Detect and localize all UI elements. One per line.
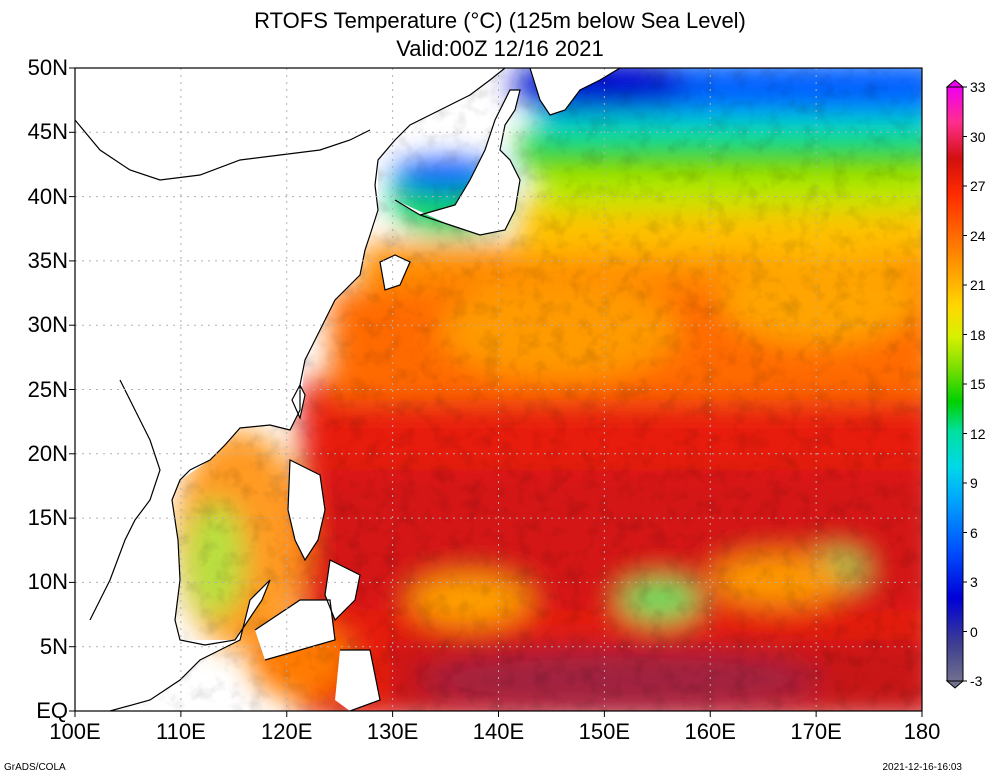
colorbar-label: 27 — [970, 178, 986, 194]
land-mask — [75, 68, 620, 711]
colorbar-label: 12 — [970, 425, 986, 442]
grid-lines — [75, 68, 922, 711]
lat-label: 20N — [27, 440, 68, 466]
colorbar-label: 15 — [970, 376, 986, 392]
lon-label: 160E — [684, 719, 736, 744]
lat-label: 50N — [27, 55, 68, 80]
lon-label: 120E — [261, 719, 313, 744]
colorbar — [945, 79, 967, 689]
colorbar-label: 30 — [970, 128, 986, 145]
lat-label: 15N — [27, 505, 68, 531]
colorbar-label: 24 — [970, 227, 986, 244]
lat-label: 40N — [27, 183, 68, 209]
credit-label: GrADS/COLA — [4, 762, 66, 773]
lon-label: 110E — [156, 719, 206, 744]
lon-label: 170E — [790, 719, 842, 744]
timestamp-label: 2021-12-16-16:03 — [882, 762, 962, 773]
map-title: RTOFS Temperature (°C) (125m below Sea L… — [254, 8, 746, 33]
axis-ticks — [69, 67, 923, 717]
lon-label: 180 — [903, 719, 941, 744]
colorbar-label: 6 — [970, 524, 978, 541]
lat-label: 35N — [27, 247, 68, 273]
map-subtitle: Valid:00Z 12/16 2021 — [396, 36, 604, 61]
temperature-field — [75, 68, 922, 711]
colorbar-label: 33 — [970, 79, 986, 95]
lat-label: 25N — [27, 376, 68, 402]
lat-label: 5N — [39, 633, 68, 659]
lat-label: EQ — [36, 698, 68, 723]
colorbar-label: 0 — [970, 623, 978, 640]
colorbar-label: 3 — [970, 574, 978, 590]
lat-label: 45N — [27, 119, 68, 145]
lon-label: 130E — [366, 719, 419, 744]
colorbar-label: 9 — [970, 475, 978, 491]
lat-label: 10N — [27, 569, 68, 595]
lon-label: 150E — [578, 719, 631, 744]
lon-label: 100E — [49, 719, 101, 744]
colorbar-label: 21 — [970, 277, 986, 293]
coastlines — [75, 68, 621, 711]
colorbar-label: -3 — [970, 673, 983, 689]
lat-label: 30N — [27, 312, 68, 338]
colorbar-label: 18 — [970, 326, 986, 343]
lon-label: 140E — [472, 719, 525, 744]
